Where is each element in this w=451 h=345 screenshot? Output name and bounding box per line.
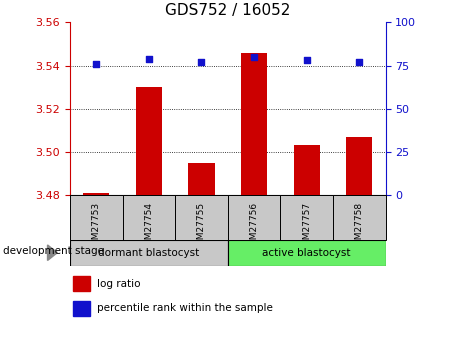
Text: GSM27758: GSM27758 (355, 201, 364, 251)
Point (303, 58, 310, 63)
Bar (83, 193, 110, 195)
Text: log ratio: log ratio (97, 279, 140, 288)
Point (92, 61, 100, 67)
Text: GSM27755: GSM27755 (197, 201, 206, 251)
Bar (136, 87, 162, 195)
Bar (281, 195, 333, 240)
Bar (333, 195, 386, 240)
Bar (175, 195, 228, 240)
Text: GSM27757: GSM27757 (302, 201, 311, 251)
Point (198, 59, 205, 65)
Bar (294, 145, 320, 195)
Bar (241, 53, 267, 195)
Text: GSM27756: GSM27756 (249, 201, 258, 251)
Bar (228, 195, 281, 240)
Title: GDS752 / 16052: GDS752 / 16052 (165, 3, 290, 19)
Point (145, 56, 152, 61)
Bar (346, 137, 373, 195)
Text: development stage: development stage (4, 246, 105, 256)
Bar (73, 276, 90, 291)
Polygon shape (47, 245, 57, 260)
Bar (70, 240, 228, 266)
Bar (123, 195, 175, 240)
Bar (73, 301, 90, 316)
Bar (228, 240, 386, 266)
Point (250, 54, 258, 60)
Point (356, 59, 363, 65)
Text: GSM27753: GSM27753 (92, 201, 101, 251)
Text: active blastocyst: active blastocyst (262, 248, 351, 258)
Text: dormant blastocyst: dormant blastocyst (98, 248, 199, 258)
Bar (189, 162, 215, 195)
Bar (70, 195, 123, 240)
Text: percentile rank within the sample: percentile rank within the sample (97, 304, 272, 313)
Text: GSM27754: GSM27754 (144, 201, 153, 251)
